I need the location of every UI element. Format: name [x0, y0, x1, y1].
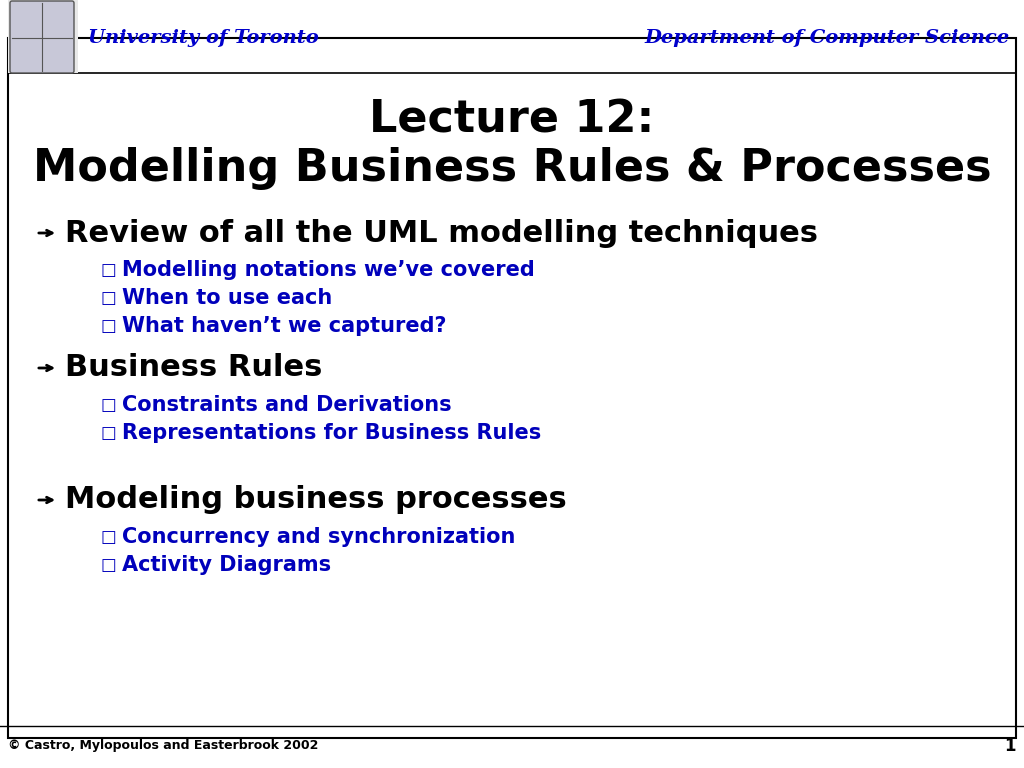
Text: □: □	[100, 528, 116, 546]
Text: □: □	[100, 396, 116, 414]
Text: □: □	[100, 289, 116, 307]
Text: Activity Diagrams: Activity Diagrams	[122, 555, 331, 575]
Text: Concurrency and synchronization: Concurrency and synchronization	[122, 527, 515, 547]
Text: When to use each: When to use each	[122, 288, 332, 308]
Text: Department of Computer Science: Department of Computer Science	[645, 29, 1010, 47]
Text: Review of all the UML modelling techniques: Review of all the UML modelling techniqu…	[65, 219, 818, 247]
Text: University of Toronto: University of Toronto	[88, 29, 318, 47]
Text: Modelling notations we’ve covered: Modelling notations we’ve covered	[122, 260, 535, 280]
Text: Representations for Business Rules: Representations for Business Rules	[122, 423, 542, 443]
Text: □: □	[100, 317, 116, 335]
Text: Business Rules: Business Rules	[65, 353, 323, 382]
Text: © Castro, Mylopoulos and Easterbrook 2002: © Castro, Mylopoulos and Easterbrook 200…	[8, 740, 318, 753]
Text: Lecture 12:: Lecture 12:	[370, 98, 654, 141]
Text: What haven’t we captured?: What haven’t we captured?	[122, 316, 446, 336]
Text: □: □	[100, 424, 116, 442]
Text: Modelling Business Rules & Processes: Modelling Business Rules & Processes	[33, 147, 991, 190]
Text: Modeling business processes: Modeling business processes	[65, 485, 566, 515]
Text: □: □	[100, 261, 116, 279]
Bar	[8, 0, 78, 73]
Text: □: □	[100, 556, 116, 574]
Text: Constraints and Derivations: Constraints and Derivations	[122, 395, 452, 415]
Text: 1: 1	[1005, 737, 1016, 755]
FancyBboxPatch shape	[10, 1, 74, 73]
